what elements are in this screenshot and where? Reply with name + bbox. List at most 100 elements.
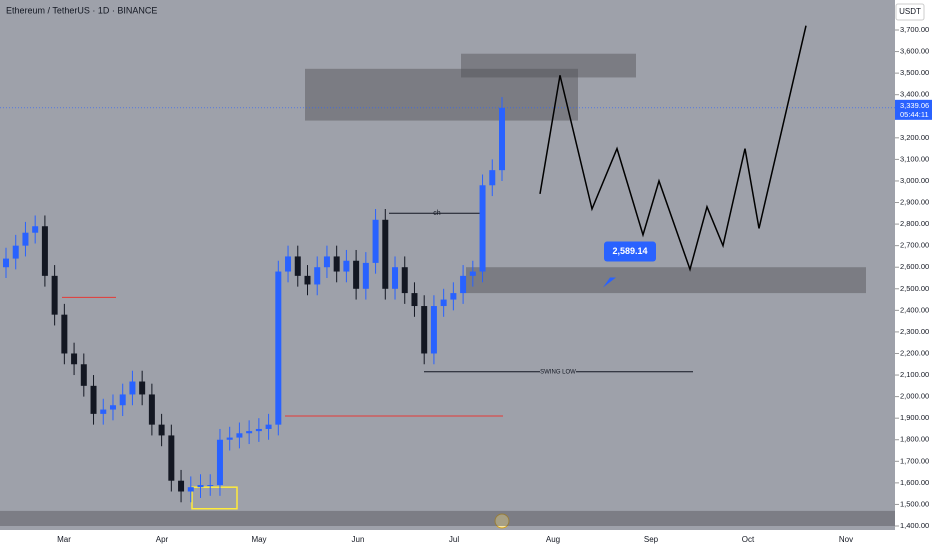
candle-body xyxy=(333,256,340,272)
target-tag xyxy=(604,241,656,262)
zone xyxy=(305,68,578,121)
currency-box[interactable] xyxy=(895,3,925,21)
y-tick-label: 3,000.00 xyxy=(900,176,929,185)
candle-body xyxy=(440,299,447,307)
ch-label: ch xyxy=(433,210,441,217)
candle-body xyxy=(246,431,253,434)
y-tick-label: 3,700.00 xyxy=(900,25,929,34)
time-axis xyxy=(0,530,895,550)
y-tick-label: 1,700.00 xyxy=(900,456,929,465)
candle-body xyxy=(3,258,9,268)
x-tick-label: Apr xyxy=(156,535,169,544)
candle-body xyxy=(275,271,282,425)
target-label: 2,589.14 xyxy=(612,246,647,256)
candle-body xyxy=(382,219,389,289)
candle-body xyxy=(32,226,39,233)
y-tick-label: 2,500.00 xyxy=(900,284,929,293)
y-tick-label: 1,400.00 xyxy=(900,521,929,530)
y-tick-label: 3,100.00 xyxy=(900,154,929,163)
candle-body xyxy=(226,437,233,440)
candle-body xyxy=(304,275,311,285)
x-tick-label: May xyxy=(251,535,266,544)
zone xyxy=(461,53,636,78)
projection xyxy=(539,25,807,272)
candle-body xyxy=(197,485,204,488)
y-tick-label: 2,200.00 xyxy=(900,348,929,357)
candle-body xyxy=(139,381,146,395)
candle-body xyxy=(100,409,107,414)
y-tick-label: 1,800.00 xyxy=(900,435,929,444)
last-price-tag xyxy=(895,99,932,120)
candle-body xyxy=(255,428,262,432)
x-tick-label: Nov xyxy=(839,535,853,544)
candle-body xyxy=(392,267,399,289)
candle-body xyxy=(430,306,437,354)
y-tick-label: 2,100.00 xyxy=(900,370,929,379)
y-tick-label: 2,800.00 xyxy=(900,219,929,228)
candle-body xyxy=(460,275,467,294)
candle-body xyxy=(362,262,369,289)
candle-body xyxy=(71,353,78,365)
y-tick-label: 3,200.00 xyxy=(900,133,929,142)
candle-body xyxy=(216,439,223,486)
candle-body xyxy=(314,267,321,285)
y-tick-label: 1,600.00 xyxy=(900,478,929,487)
last-price-label: 3,339.06 xyxy=(900,101,929,110)
candle-body xyxy=(353,260,360,289)
candle-body xyxy=(479,185,486,272)
y-tick-label: 2,700.00 xyxy=(900,241,929,250)
y-tick-label: 2,900.00 xyxy=(900,198,929,207)
chart-title: Ethereum / TetherUS · 1D · BINANCE xyxy=(6,5,157,15)
x-tick-label: Jul xyxy=(449,535,459,544)
countdown: 05:44:11 xyxy=(900,110,929,119)
zone xyxy=(0,510,895,526)
y-tick-label: 3,400.00 xyxy=(900,90,929,99)
candle-body xyxy=(80,364,87,386)
candle-body xyxy=(61,314,68,354)
candle-body xyxy=(421,306,428,354)
candle-body xyxy=(285,256,292,272)
candle-body xyxy=(187,487,194,492)
candle-body xyxy=(178,480,185,492)
demand-box xyxy=(191,486,238,510)
candle-body xyxy=(343,260,350,272)
candle-body xyxy=(411,293,418,307)
y-tick-label: 2,600.00 xyxy=(900,262,929,271)
candle-body xyxy=(372,219,379,263)
y-tick-label: 3,500.00 xyxy=(900,68,929,77)
candle-body xyxy=(109,405,116,410)
candle-body xyxy=(265,424,272,429)
candle-body xyxy=(168,435,175,481)
candle-body xyxy=(119,394,126,406)
target-pointer xyxy=(603,277,616,288)
zone xyxy=(466,267,866,294)
x-tick-label: Jun xyxy=(352,535,365,544)
price-axis xyxy=(895,0,932,550)
candle-body xyxy=(450,293,457,300)
x-tick-label: Oct xyxy=(742,535,755,544)
y-tick-label: 2,400.00 xyxy=(900,305,929,314)
candle-body xyxy=(129,381,136,395)
y-tick-label: 2,000.00 xyxy=(900,392,929,401)
candle-body xyxy=(207,485,214,487)
candle-body xyxy=(294,256,301,276)
y-tick-label: 3,600.00 xyxy=(900,47,929,56)
candle-body xyxy=(12,245,19,259)
candle-body xyxy=(499,107,505,171)
candle-body xyxy=(469,271,476,276)
candle-body xyxy=(401,267,408,294)
candle-body xyxy=(158,424,165,436)
y-tick-label: 2,300.00 xyxy=(900,327,929,336)
candle-body xyxy=(236,433,243,438)
candle-body xyxy=(22,232,29,246)
x-tick-label: Aug xyxy=(546,535,560,544)
candle-body xyxy=(51,275,58,315)
candle-body xyxy=(489,170,496,186)
x-tick-label: Mar xyxy=(57,535,71,544)
currency: USDT xyxy=(899,7,921,16)
swing-low-label: SWING LOW xyxy=(540,369,576,375)
candle-body xyxy=(90,385,97,414)
y-tick-label: 1,900.00 xyxy=(900,413,929,422)
candle-body xyxy=(41,226,48,276)
